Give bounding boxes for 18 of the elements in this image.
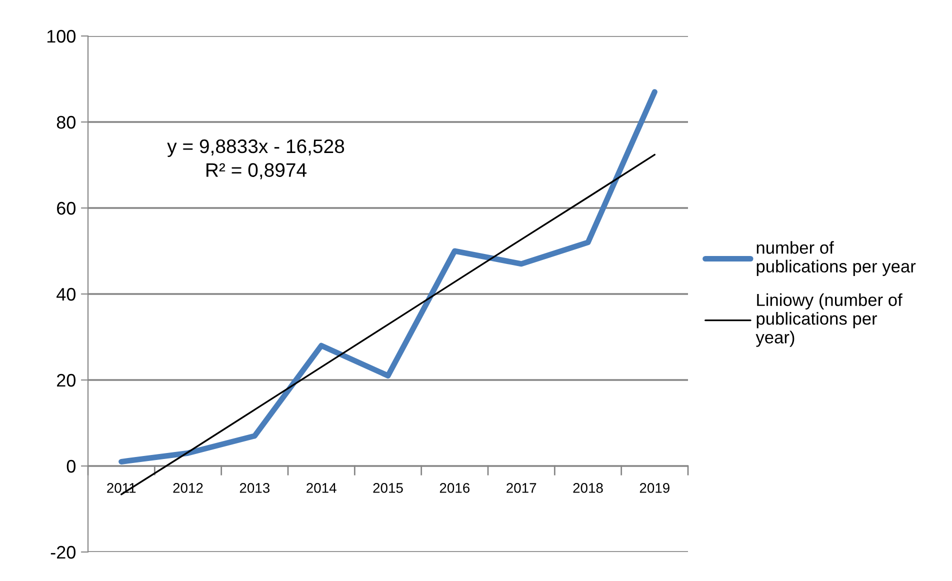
y-tick-label: 0 (66, 460, 76, 473)
x-tick-label: 2014 (306, 483, 336, 493)
x-tick-label: 2013 (240, 483, 270, 493)
y-tick-label: 80 (56, 116, 76, 129)
y-tick-label: -20 (50, 546, 76, 559)
x-tick-label: 2019 (640, 483, 670, 493)
x-tick-label: 2017 (506, 483, 536, 493)
y-tick-label: 60 (57, 202, 76, 215)
legend-label: Liniowy (number of publications per year) (756, 293, 902, 347)
y-tick-label: 40 (56, 288, 76, 301)
x-tick-label: 2018 (573, 483, 603, 493)
x-tick-label: 2016 (440, 483, 470, 493)
y-tick-label: 20 (57, 374, 76, 387)
x-tick-label: 2012 (173, 483, 203, 493)
legend-label: number of publications per year (756, 241, 916, 276)
annotation: y = 9,8833x - 16,528 R² = 0,8974 (167, 139, 344, 180)
y-tick-label: 100 (47, 30, 76, 43)
x-tick-label: 2015 (373, 483, 403, 493)
